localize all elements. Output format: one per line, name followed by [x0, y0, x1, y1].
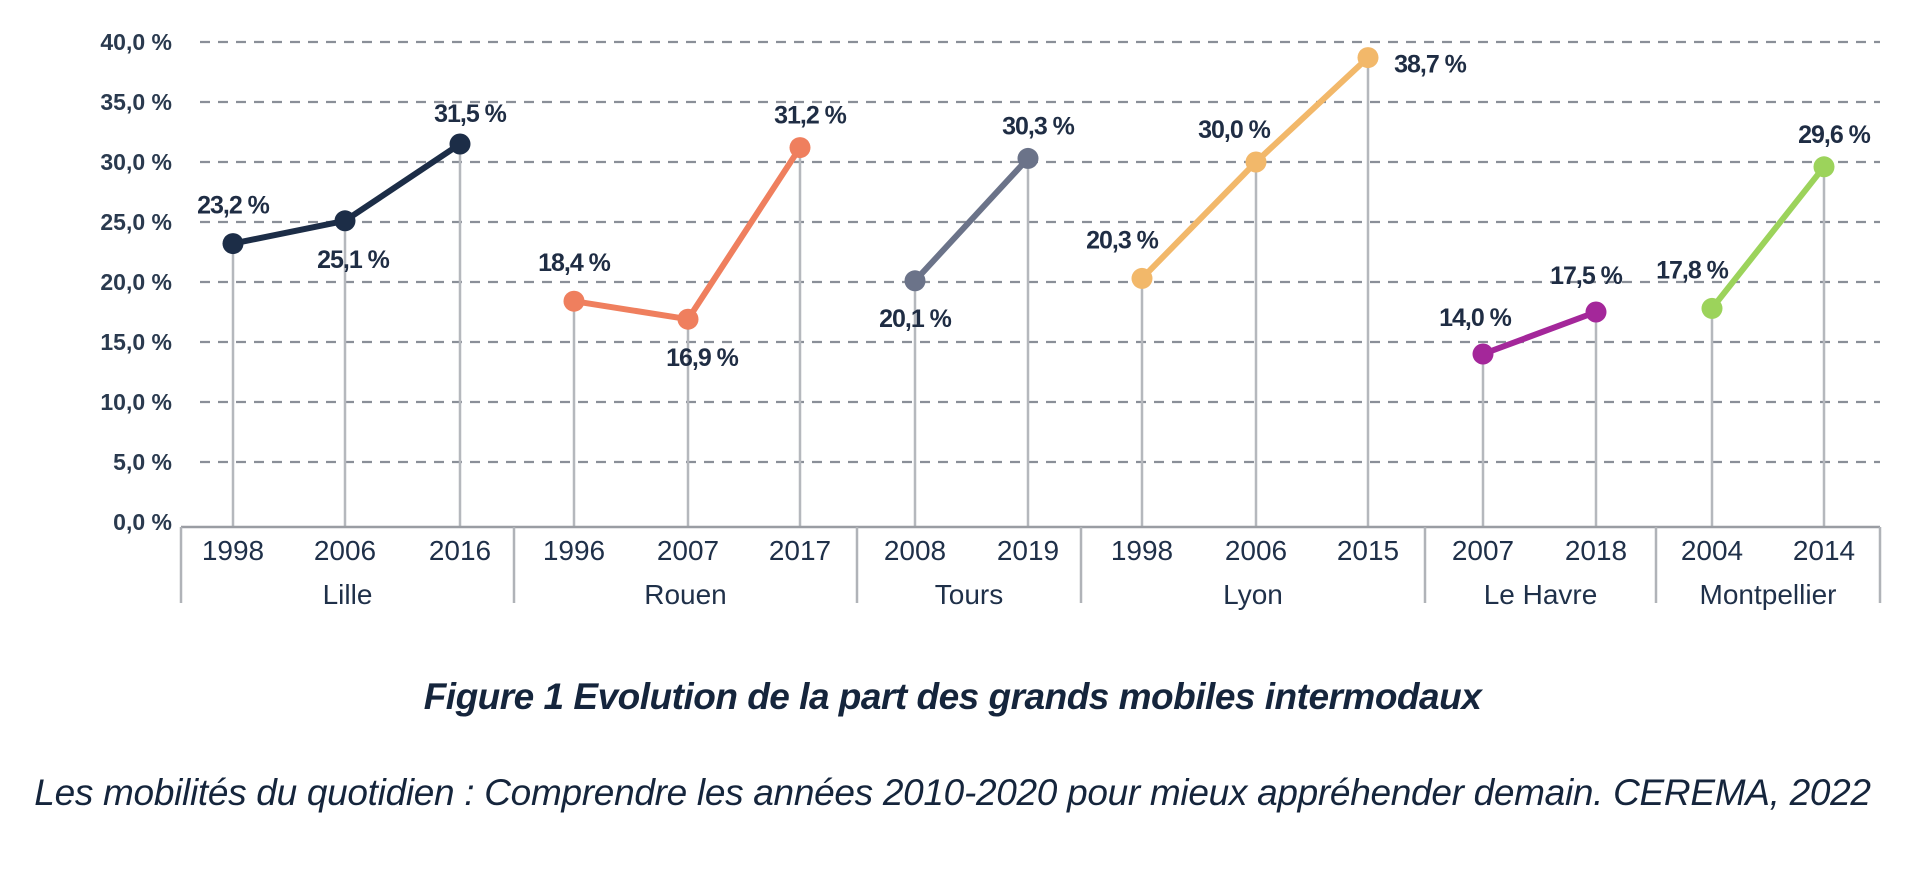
x-tick-label: 1998	[1111, 535, 1173, 566]
data-point	[1472, 343, 1494, 365]
city-label: Le Havre	[1484, 579, 1598, 610]
data-label: 38,7 %	[1394, 51, 1467, 79]
data-label: 31,2 %	[774, 102, 847, 130]
series-line-le-havre	[1480, 309, 1599, 357]
y-tick-label: 30,0 %	[100, 149, 172, 175]
data-label: 25,1 %	[317, 246, 390, 274]
city-label: Montpellier	[1700, 579, 1837, 610]
data-point	[1585, 301, 1607, 323]
data-label: 30,0 %	[1198, 116, 1271, 144]
series-line-montpellier	[1709, 163, 1827, 312]
data-label: 20,1 %	[879, 305, 952, 333]
x-tick-label: 2019	[997, 535, 1059, 566]
city-label: Lyon	[1223, 579, 1283, 610]
data-label: 17,5 %	[1550, 262, 1623, 290]
data-point	[1701, 297, 1723, 319]
data-label: 20,3 %	[1086, 226, 1159, 254]
data-label: 17,8 %	[1656, 256, 1729, 284]
x-tick-label: 2006	[1225, 535, 1287, 566]
data-label: 16,9 %	[666, 344, 739, 372]
data-point	[789, 137, 811, 159]
x-tick-label: 2007	[657, 535, 719, 566]
data-point	[222, 233, 244, 255]
city-label: Rouen	[644, 579, 727, 610]
x-tick-label: 1998	[202, 535, 264, 566]
data-point	[563, 290, 585, 312]
x-tick-label: 2008	[884, 535, 946, 566]
y-tick-label: 20,0 %	[100, 269, 172, 295]
data-label: 23,2 %	[197, 192, 270, 220]
y-tick-label: 5,0 %	[113, 449, 172, 475]
series-line-tours	[912, 155, 1031, 284]
x-tick-label: 1996	[543, 535, 605, 566]
data-point	[1131, 267, 1153, 289]
data-point	[1017, 147, 1039, 169]
line-chart: 0,0 % 5,0 % 10,0 % 15,0 % 20,0 % 25,0 % 30,0 %…	[100, 29, 1882, 610]
data-point	[449, 133, 471, 155]
x-tick-label: 2004	[1681, 535, 1743, 566]
figure-caption: Figure 1 Evolution de la part des grands…	[423, 676, 1482, 717]
data-point	[1813, 156, 1835, 178]
city-label: Lille	[323, 579, 373, 610]
data-label: 30,3 %	[1002, 112, 1075, 140]
data-point	[1357, 47, 1379, 69]
y-tick-label: 25,0 %	[100, 209, 172, 235]
x-tick-label: 2007	[1452, 535, 1514, 566]
figure-source: Les mobilités du quotidien : Comprendre …	[34, 772, 1871, 813]
x-tick-label: 2018	[1565, 535, 1627, 566]
y-tick-label: 40,0 %	[100, 29, 172, 55]
data-label: 31,5 %	[434, 100, 507, 128]
y-tick-label: 0,0 %	[113, 509, 172, 535]
data-point	[334, 210, 356, 232]
x-tick-label: 2006	[314, 535, 376, 566]
data-label: 14,0 %	[1439, 304, 1512, 332]
series-line-rouen	[571, 144, 803, 323]
x-tick-label: 2017	[769, 535, 831, 566]
data-label: 18,4 %	[538, 249, 611, 277]
y-tick-label: 15,0 %	[100, 329, 172, 355]
data-point	[1245, 151, 1267, 173]
x-tick-label: 2016	[429, 535, 491, 566]
y-tick-label: 10,0 %	[100, 389, 172, 415]
x-tick-label: 2015	[1337, 535, 1399, 566]
data-point	[904, 270, 926, 292]
city-label: Tours	[935, 579, 1003, 610]
x-tick-label: 2014	[1793, 535, 1855, 566]
data-label: 29,6 %	[1798, 121, 1871, 149]
y-tick-label: 35,0 %	[100, 89, 172, 115]
data-point	[677, 308, 699, 330]
